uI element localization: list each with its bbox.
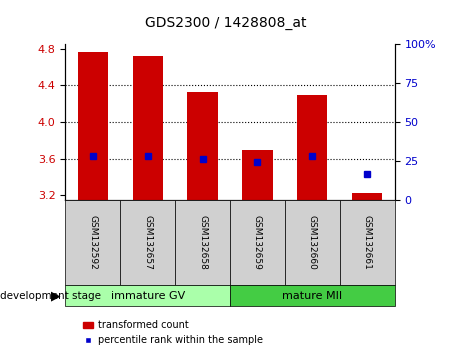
Text: immature GV: immature GV <box>110 291 185 301</box>
Text: ▶: ▶ <box>51 289 61 302</box>
Bar <box>285 200 340 285</box>
Bar <box>297 95 327 200</box>
Text: GSM132657: GSM132657 <box>143 215 152 270</box>
Text: GSM132658: GSM132658 <box>198 215 207 270</box>
Bar <box>340 200 395 285</box>
Bar <box>133 56 163 200</box>
Legend: transformed count, percentile rank within the sample: transformed count, percentile rank withi… <box>79 316 267 349</box>
Bar <box>242 150 272 200</box>
Bar <box>230 285 395 306</box>
Bar <box>65 200 120 285</box>
Bar <box>78 52 108 200</box>
Text: development stage: development stage <box>0 291 101 301</box>
Text: mature MII: mature MII <box>282 291 342 301</box>
Bar <box>352 193 382 200</box>
Text: GSM132592: GSM132592 <box>88 215 97 270</box>
Text: GSM132659: GSM132659 <box>253 215 262 270</box>
Text: GDS2300 / 1428808_at: GDS2300 / 1428808_at <box>145 16 306 30</box>
Text: GSM132661: GSM132661 <box>363 215 372 270</box>
Bar <box>120 200 175 285</box>
Bar <box>175 200 230 285</box>
Bar <box>230 200 285 285</box>
Text: GSM132660: GSM132660 <box>308 215 317 270</box>
Bar <box>188 92 218 200</box>
Bar <box>65 285 230 306</box>
